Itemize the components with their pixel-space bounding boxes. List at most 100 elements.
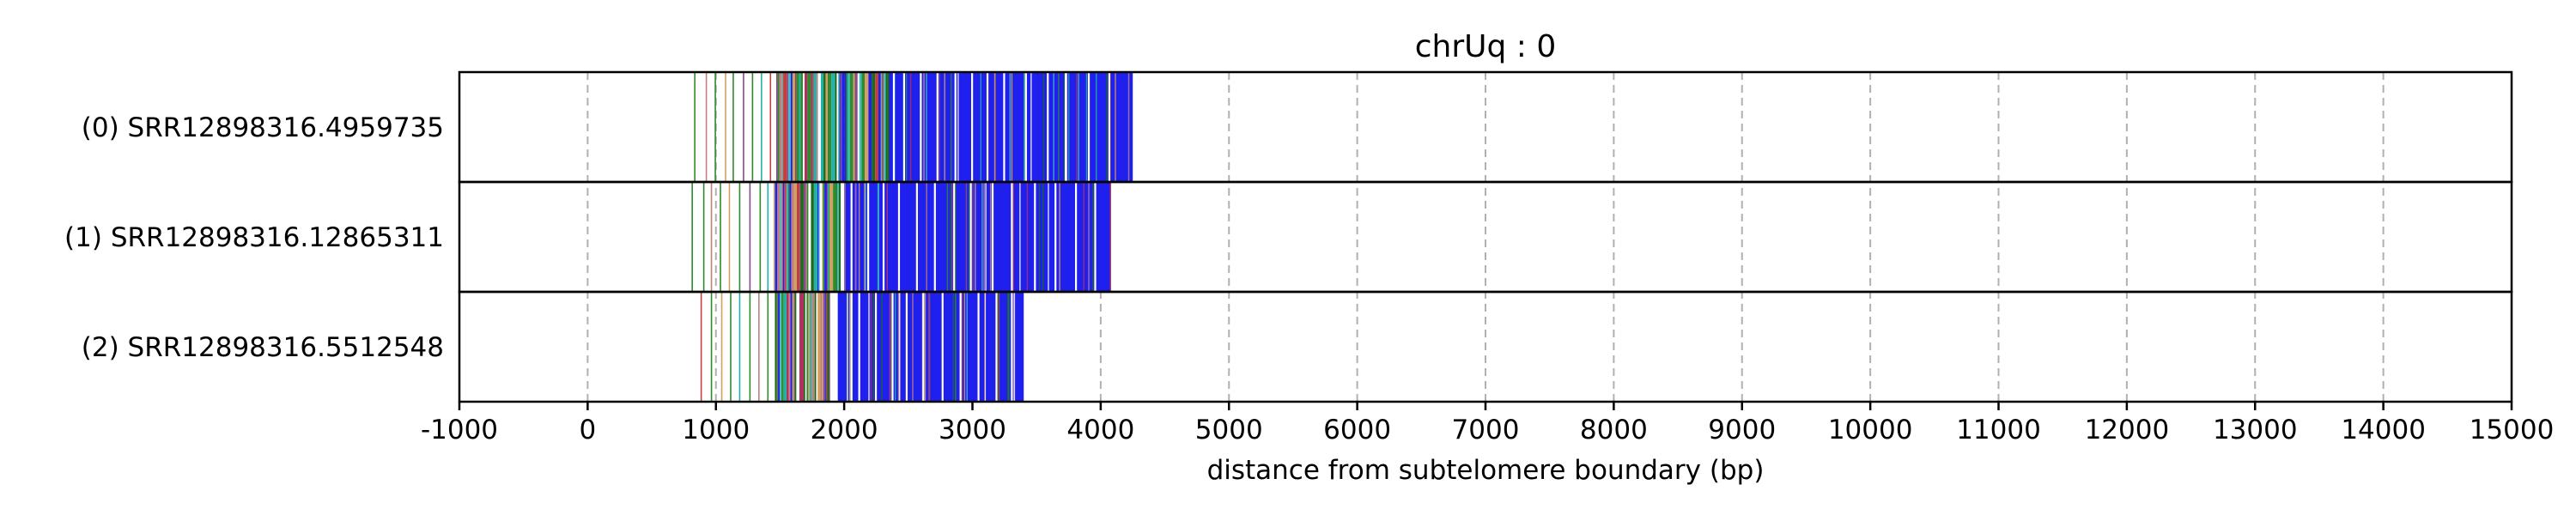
read-mark-sparse bbox=[738, 182, 741, 292]
read-mark-inner bbox=[1088, 182, 1090, 292]
read-mark-dense bbox=[872, 72, 876, 182]
read-mark-inner bbox=[844, 182, 846, 292]
read-mark-dense bbox=[777, 182, 781, 292]
read-mark-inner bbox=[961, 292, 963, 402]
read-mark-inner bbox=[1030, 72, 1032, 182]
read-mark-dense bbox=[810, 292, 812, 402]
read-mark-dense bbox=[803, 182, 806, 292]
read-mark-dense bbox=[883, 72, 886, 182]
read-mark-inner bbox=[849, 292, 851, 402]
read-mark-inner bbox=[966, 292, 968, 402]
read-mark-dense bbox=[859, 72, 862, 182]
read-mark-dense bbox=[847, 72, 849, 182]
read-mark-dense bbox=[799, 182, 801, 292]
read-mark-dense bbox=[816, 292, 818, 402]
read-mark-dense bbox=[865, 72, 868, 182]
read-mark-inner bbox=[847, 292, 848, 402]
read-mark-blue bbox=[844, 182, 1111, 292]
read-mark-dense bbox=[794, 72, 797, 182]
read-mark-dense bbox=[868, 72, 872, 182]
read-mark-inner bbox=[926, 72, 927, 182]
read-mark-sparse bbox=[728, 182, 731, 292]
read-mark-dense bbox=[825, 72, 829, 182]
read-mark-inner bbox=[1092, 182, 1094, 292]
read-mark-dense bbox=[811, 72, 813, 182]
read-mark-sparse bbox=[720, 182, 721, 292]
read-mark-sparse bbox=[702, 182, 705, 292]
read-gap bbox=[1047, 72, 1049, 182]
read-mark-dense bbox=[796, 292, 798, 402]
read-mark-dense bbox=[781, 182, 783, 292]
read-mark-dense bbox=[781, 292, 784, 402]
read-mark-dense bbox=[786, 182, 788, 292]
x-tick-label: 3000 bbox=[939, 415, 1006, 445]
read-gap bbox=[920, 72, 922, 182]
read-mark-inner bbox=[972, 182, 974, 292]
read-mark-dense bbox=[844, 72, 847, 182]
read-mark-dense bbox=[787, 72, 789, 182]
read-gap bbox=[977, 292, 980, 402]
read-mark-dense bbox=[781, 72, 783, 182]
read-mark-inner bbox=[870, 292, 872, 402]
read-mark-dense bbox=[828, 182, 829, 292]
read-gap bbox=[902, 72, 906, 182]
read-mark-dense bbox=[834, 72, 835, 182]
read-mark-dense bbox=[803, 72, 805, 182]
read-mark-dense bbox=[841, 182, 843, 292]
x-tick-label: 12000 bbox=[2085, 415, 2170, 445]
read-mark-sparse bbox=[705, 72, 708, 182]
read-gap bbox=[941, 292, 944, 402]
read-mark-sparse bbox=[732, 72, 734, 182]
x-tick-label: 10000 bbox=[1828, 415, 1913, 445]
x-tick-label: 1000 bbox=[682, 415, 750, 445]
read-mark-dense bbox=[824, 292, 826, 402]
read-mark-dense bbox=[780, 182, 782, 292]
read-mark-dense bbox=[814, 292, 817, 402]
read-gap bbox=[882, 182, 885, 292]
read-mark-dense bbox=[875, 72, 879, 182]
read-mark-inner bbox=[993, 72, 996, 182]
read-mark-dense bbox=[782, 182, 785, 292]
read-mark-inner bbox=[1019, 182, 1021, 292]
read-mark-dense bbox=[792, 72, 795, 182]
read-mark-inner bbox=[894, 292, 896, 402]
read-gap bbox=[1011, 182, 1013, 292]
row-label-2: (2) SRR12898316.5512548 bbox=[82, 332, 444, 363]
read-gap bbox=[1065, 72, 1067, 182]
read-mark-dense bbox=[854, 72, 858, 182]
read-mark-dense bbox=[837, 182, 839, 292]
x-tick-label: -1000 bbox=[421, 415, 498, 445]
read-gap bbox=[1054, 182, 1057, 292]
chart-title: chrUq : 0 bbox=[1415, 29, 1557, 64]
read-mark-dense bbox=[820, 72, 824, 182]
read-mark-dense bbox=[836, 182, 838, 292]
read-mark-inner bbox=[868, 292, 870, 402]
x-tick-label: 14000 bbox=[2341, 415, 2426, 445]
x-tick-label: 6000 bbox=[1323, 415, 1391, 445]
read-mark-dense bbox=[829, 72, 832, 182]
row-label-0: (0) SRR12898316.4959735 bbox=[82, 112, 444, 143]
x-axis-label: distance from subtelomere boundary (bp) bbox=[1207, 455, 1765, 486]
read-gap bbox=[1075, 182, 1078, 292]
read-mark-dense bbox=[799, 292, 801, 402]
read-mark-dense bbox=[776, 292, 778, 402]
read-mark-dense bbox=[867, 72, 869, 182]
read-mark-inner bbox=[989, 182, 992, 292]
read-mark-dense bbox=[818, 182, 820, 292]
read-mark-dense bbox=[846, 72, 848, 182]
read-mark-dense bbox=[790, 292, 793, 402]
read-mark-inner bbox=[926, 182, 927, 292]
read-mark-dense bbox=[800, 292, 805, 402]
read-gap bbox=[986, 72, 989, 182]
read-mark-dense bbox=[782, 72, 784, 182]
read-mark-inner bbox=[1053, 72, 1054, 182]
read-mark-inner bbox=[924, 292, 927, 402]
read-mark-dense bbox=[838, 182, 841, 292]
read-mark-inner bbox=[858, 182, 860, 292]
read-gap bbox=[891, 292, 894, 402]
read-mark-dense bbox=[773, 182, 775, 292]
read-mark-inner bbox=[950, 182, 951, 292]
read-mark-inner bbox=[983, 182, 985, 292]
read-mark-inner bbox=[963, 292, 966, 402]
